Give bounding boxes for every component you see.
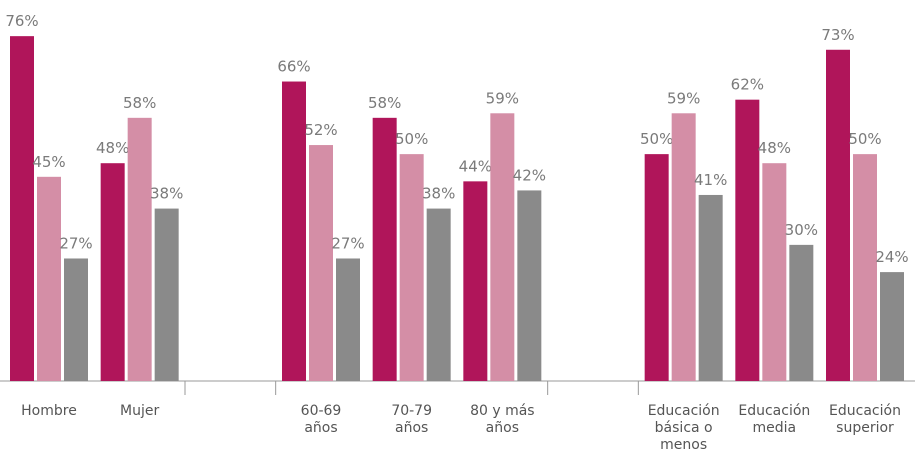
value-label: 59%	[486, 89, 519, 107]
bar	[517, 190, 542, 381]
bar	[671, 113, 696, 381]
bar	[10, 36, 34, 382]
x-tick-label: 60-69 años	[300, 403, 342, 436]
value-label: 50%	[640, 130, 673, 148]
value-label: 38%	[422, 185, 455, 203]
value-label: 62%	[731, 76, 764, 94]
x-tick-label: Educación superior	[829, 403, 901, 436]
value-label: 45%	[32, 153, 65, 171]
bar	[336, 258, 360, 381]
bar	[880, 272, 904, 381]
x-tick-label: Educación media	[738, 403, 811, 436]
value-label: 42%	[513, 166, 546, 184]
bar	[154, 208, 179, 381]
value-label: 27%	[331, 234, 364, 252]
value-label: 41%	[694, 171, 727, 189]
bar	[64, 258, 88, 381]
bar	[100, 163, 125, 381]
bar	[789, 244, 814, 381]
bar	[644, 154, 669, 381]
value-label: 59%	[667, 89, 700, 107]
value-label: 38%	[150, 185, 183, 203]
value-label: 50%	[395, 130, 428, 148]
value-label: 44%	[459, 157, 492, 175]
value-label: 66%	[277, 58, 310, 76]
x-tick-label: 70-79 años	[391, 403, 432, 436]
x-tick-label: 80 y más años	[470, 403, 535, 436]
bar	[282, 81, 306, 382]
bar	[309, 145, 333, 381]
value-label: 52%	[304, 121, 337, 139]
x-tick-label: Educación básica o menos	[647, 403, 720, 453]
bar	[372, 117, 397, 381]
bar	[127, 117, 152, 381]
x-tick-label: Mujer	[120, 403, 160, 419]
bar	[826, 49, 850, 381]
value-label: 76%	[5, 12, 38, 30]
value-label: 58%	[123, 94, 156, 112]
x-tick-label: Hombre	[21, 403, 77, 419]
value-label: 73%	[821, 26, 854, 44]
value-label: 24%	[875, 248, 908, 266]
bar	[426, 208, 451, 381]
bar	[735, 99, 760, 382]
bar	[399, 154, 424, 381]
bar	[698, 194, 723, 381]
bar	[37, 176, 61, 381]
bar	[762, 163, 787, 381]
bar	[463, 181, 488, 381]
bar	[490, 113, 515, 381]
value-label: 50%	[848, 130, 881, 148]
value-label: 48%	[758, 139, 791, 157]
value-label: 58%	[368, 94, 401, 112]
bar	[853, 154, 877, 381]
value-label: 30%	[785, 221, 818, 239]
value-label: 27%	[59, 234, 92, 252]
value-label: 48%	[96, 139, 129, 157]
